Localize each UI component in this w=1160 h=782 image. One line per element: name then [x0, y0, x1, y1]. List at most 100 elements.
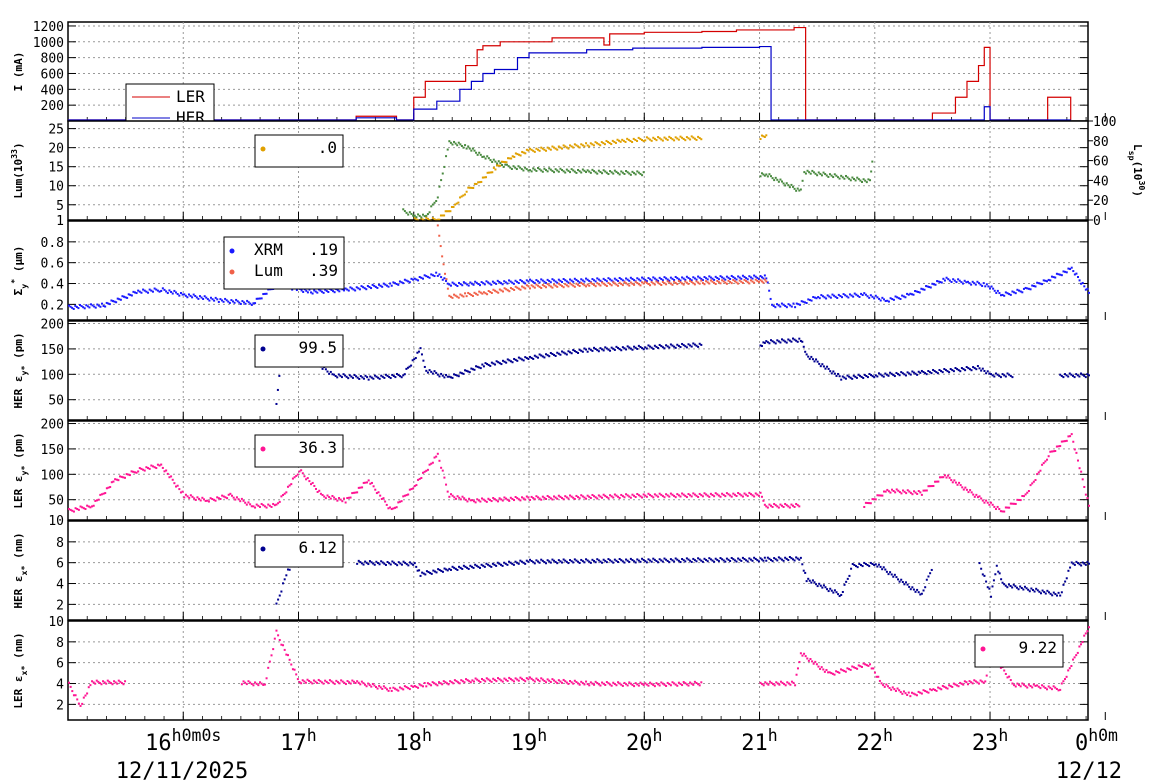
data-point [684, 682, 687, 685]
data-point [920, 493, 923, 496]
data-point [514, 166, 517, 169]
data-point [501, 290, 504, 293]
data-point [771, 560, 774, 563]
data-point [367, 682, 370, 685]
data-point [690, 279, 693, 282]
data-point [570, 495, 573, 498]
data-point [438, 375, 441, 378]
data-point [877, 563, 880, 566]
data-point [977, 282, 980, 285]
data-point [511, 155, 514, 158]
data-point [924, 489, 927, 492]
data-point [930, 689, 933, 692]
data-point [908, 585, 911, 588]
data-point [433, 456, 436, 459]
data-point [869, 294, 872, 297]
data-point [1065, 675, 1068, 678]
data-point [453, 566, 456, 569]
data-point [821, 586, 824, 589]
data-point [509, 678, 512, 681]
data-point [829, 370, 832, 373]
data-point [557, 145, 560, 148]
data-point [652, 276, 655, 279]
data-point [1009, 679, 1012, 682]
data-point [607, 348, 610, 351]
data-point [759, 279, 762, 282]
data-point [361, 376, 364, 379]
data-point [485, 500, 488, 503]
data-point [426, 371, 429, 374]
data-point [642, 140, 645, 143]
data-point [819, 584, 822, 587]
data-point [524, 282, 527, 285]
data-point [585, 142, 588, 145]
data-point [410, 562, 413, 565]
data-point [438, 273, 441, 276]
data-point [540, 278, 543, 281]
data-point [235, 496, 238, 499]
data-point [456, 568, 459, 571]
data-point [719, 275, 722, 278]
data-point [854, 375, 857, 378]
data-point [871, 498, 874, 501]
data-point [933, 689, 936, 692]
data-point [966, 683, 969, 686]
data-point [893, 573, 896, 576]
data-point [540, 558, 543, 561]
data-point [403, 494, 406, 497]
data-point [787, 184, 790, 187]
data-point [556, 169, 559, 172]
data-point [246, 299, 249, 302]
data-point [387, 285, 390, 288]
data-point [650, 279, 653, 282]
data-point [846, 577, 849, 580]
data-point [751, 280, 754, 283]
y-tick-label: 150 [41, 343, 64, 358]
data-point [610, 284, 613, 287]
data-point [840, 174, 843, 177]
data-point [524, 562, 527, 565]
data-point [883, 490, 886, 493]
data-point [844, 174, 847, 177]
data-point [620, 282, 623, 285]
data-point [225, 299, 228, 302]
data-point [615, 283, 618, 286]
data-point [551, 145, 554, 148]
data-point [441, 469, 444, 472]
data-point [509, 280, 512, 283]
data-point [666, 559, 669, 562]
data-point [1049, 592, 1052, 595]
data-point [265, 506, 268, 509]
data-point [573, 679, 576, 682]
data-point [593, 683, 596, 686]
data-point [403, 373, 406, 376]
data-point [1042, 279, 1045, 282]
data-point [1021, 291, 1024, 294]
data-point [690, 281, 693, 284]
data-point [1070, 664, 1073, 667]
data-point [714, 275, 717, 278]
data-point [1047, 591, 1050, 594]
data-point [940, 370, 943, 373]
data-point [1057, 273, 1060, 276]
data-point [931, 282, 934, 285]
data-point [841, 669, 844, 672]
data-point [505, 288, 508, 291]
data-point [430, 370, 433, 373]
data-point [173, 482, 176, 485]
data-point [333, 291, 336, 294]
data-point [280, 643, 283, 646]
data-point [641, 281, 644, 284]
data-point [825, 174, 828, 177]
data-point [889, 571, 892, 574]
data-point [327, 682, 330, 685]
data-point [705, 277, 708, 280]
data-point [766, 175, 769, 178]
data-point [277, 502, 280, 505]
data-point [407, 687, 410, 690]
data-point [430, 684, 433, 687]
data-point [593, 284, 596, 287]
data-point [936, 280, 939, 283]
data-point [625, 683, 628, 686]
